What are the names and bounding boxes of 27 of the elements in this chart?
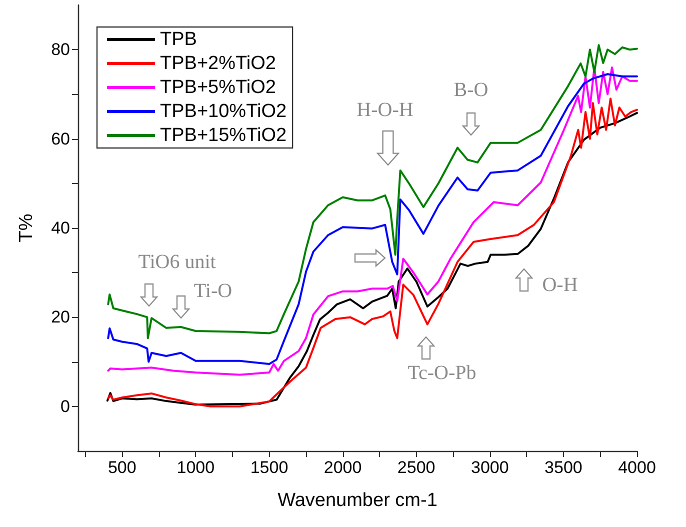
- annotation: Tc-O-Pb: [408, 362, 476, 384]
- x-tick-label: 1000: [176, 458, 215, 477]
- y-tick-label: 60: [51, 129, 70, 148]
- x-tick-label: 2500: [397, 458, 436, 477]
- legend-label: TPB: [160, 29, 197, 50]
- annotation: O-H: [542, 274, 578, 296]
- x-tick-label: 3000: [470, 458, 509, 477]
- annotation: H-O-H: [356, 99, 414, 121]
- annotation: TiO6 unit: [138, 251, 216, 273]
- x-axis-title: Wavenumber cm-1: [278, 490, 438, 511]
- x-tick-label: 2000: [324, 458, 362, 477]
- x-tick-label: 3500: [544, 458, 582, 477]
- annotation: Ti-O: [194, 280, 232, 302]
- x-tick-label: 500: [108, 458, 136, 477]
- y-tick-label: 20: [51, 308, 70, 327]
- line-series: [107, 44, 638, 340]
- y-tick-label: 40: [51, 218, 70, 238]
- y-tick-label: 80: [51, 40, 70, 60]
- legend-label: TPB+10%TiO2: [160, 101, 287, 122]
- y-tick-label: 0: [60, 396, 70, 416]
- x-tick-label: 1500: [250, 458, 288, 477]
- legend-label: TPB+2%TiO2: [160, 53, 276, 74]
- legend-label: TPB+5%TiO2: [160, 77, 276, 98]
- x-tick-label: 4000: [618, 458, 656, 477]
- legend-label: TPB+15%TiO2: [160, 125, 287, 146]
- annotation: B-O: [454, 79, 488, 101]
- y-axis-title: T%: [16, 214, 37, 242]
